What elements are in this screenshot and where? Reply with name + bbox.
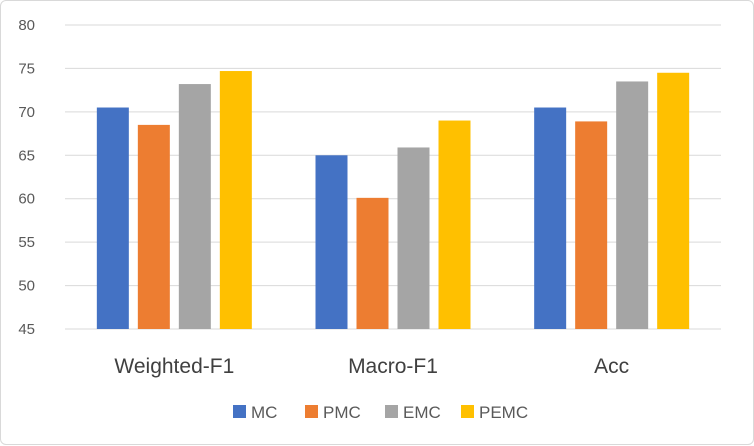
y-tick-label: 80: [18, 17, 35, 34]
bar-emc-macro-f1: [397, 147, 430, 329]
bar-pemc-acc: [657, 72, 690, 330]
y-tick-label: 75: [18, 60, 35, 77]
legend-label-pmc: PMC: [323, 403, 361, 422]
bar-mc-macro-f1: [315, 155, 348, 329]
bar-pmc-macro-f1: [356, 197, 389, 329]
bar-pmc-acc: [575, 121, 608, 329]
legend-swatch-mc: [233, 405, 246, 418]
gridlines: [65, 24, 721, 330]
bar-pemc-weighted-f1: [219, 71, 252, 329]
y-axis-ticks: 45 50 55 60 65 70 75 80: [18, 17, 35, 338]
legend-label-emc: EMC: [403, 403, 441, 422]
bar-pemc-macro-f1: [438, 120, 471, 330]
y-tick-label: 50: [18, 278, 35, 295]
category-label: Weighted-F1: [114, 355, 234, 378]
bar-emc-weighted-f1: [178, 84, 211, 329]
category-label: Acc: [594, 355, 629, 378]
legend-swatch-pemc: [461, 405, 474, 418]
legend-label-pemc: PEMC: [479, 403, 528, 422]
y-tick-label: 55: [18, 234, 35, 251]
y-tick-label: 65: [18, 147, 35, 164]
bar-emc-acc: [616, 81, 649, 329]
x-axis-categories: Weighted-F1 Macro-F1 Acc: [114, 355, 629, 378]
y-tick-label: 70: [18, 104, 35, 121]
legend-label-mc: MC: [251, 403, 277, 422]
legend-swatch-pmc: [305, 405, 318, 418]
bars: [96, 71, 690, 330]
y-tick-label: 45: [18, 321, 35, 338]
bar-mc-acc: [534, 107, 567, 329]
category-label: Macro-F1: [348, 355, 438, 378]
bar-pmc-weighted-f1: [137, 124, 170, 329]
bar-mc-weighted-f1: [96, 107, 129, 329]
legend: MC PMC EMC PEMC: [233, 403, 528, 422]
y-tick-label: 60: [18, 191, 35, 208]
legend-swatch-emc: [385, 405, 398, 418]
